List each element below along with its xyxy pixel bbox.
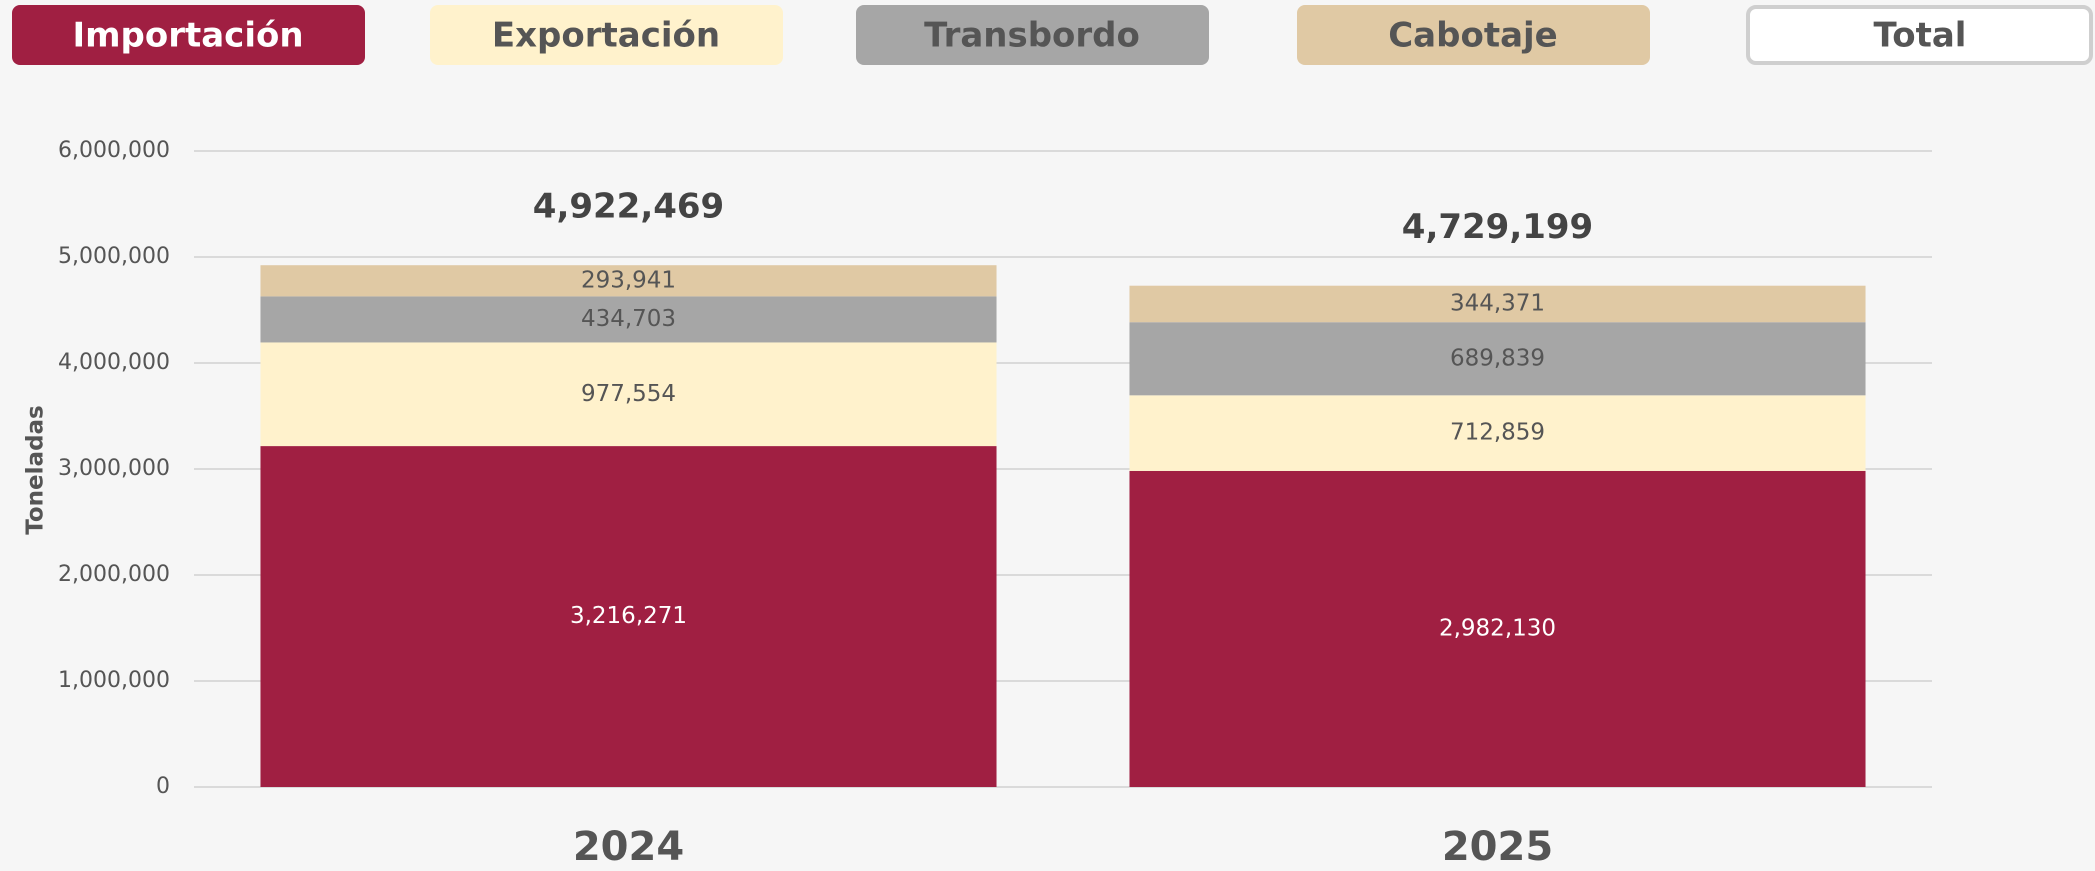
legend-button[interactable] xyxy=(12,5,365,65)
bar-segment xyxy=(1129,395,1866,471)
legend-button[interactable] xyxy=(1746,5,2093,65)
legend-button[interactable] xyxy=(856,5,1209,65)
bar-segment xyxy=(260,342,997,447)
y-tick-label: 1,000,000 xyxy=(58,668,170,693)
bar-segment xyxy=(1129,285,1866,323)
legend-label[interactable]: Exportación xyxy=(492,16,720,56)
value-label: 293,941 xyxy=(581,267,676,293)
y-tick-label: 5,000,000 xyxy=(58,244,170,269)
x-tick-label: 2025 xyxy=(1442,824,1553,870)
value-label: 977,554 xyxy=(581,381,676,407)
legend-button[interactable] xyxy=(1297,5,1650,65)
value-label: 689,839 xyxy=(1450,345,1545,371)
bar-segment xyxy=(260,446,997,787)
value-label: 3,216,271 xyxy=(570,603,687,629)
value-label: 2,982,130 xyxy=(1439,615,1556,641)
legend-label[interactable]: Total xyxy=(1874,16,1967,56)
bar-segment xyxy=(260,265,997,297)
total-label: 4,729,199 xyxy=(1402,207,1593,247)
y-axis-label: Toneladas xyxy=(23,405,49,535)
y-tick-label: 0 xyxy=(156,774,170,799)
bar-segment xyxy=(1129,322,1866,396)
y-tick-label: 3,000,000 xyxy=(58,456,170,481)
value-label: 344,371 xyxy=(1450,290,1545,316)
bar-segment xyxy=(1129,470,1866,787)
y-tick-label: 2,000,000 xyxy=(58,562,170,587)
y-tick-label: 4,000,000 xyxy=(58,350,170,375)
legend-button[interactable] xyxy=(430,5,783,65)
bar-segment xyxy=(260,296,997,343)
total-label: 4,922,469 xyxy=(533,187,724,227)
y-tick-label: 6,000,000 xyxy=(58,138,170,163)
x-tick-label: 2024 xyxy=(573,824,684,870)
legend-label[interactable]: Importación xyxy=(72,16,303,56)
value-label: 434,703 xyxy=(581,306,676,332)
value-label: 712,859 xyxy=(1450,420,1545,446)
legend-label[interactable]: Transbordo xyxy=(924,16,1140,56)
legend-label[interactable]: Cabotaje xyxy=(1388,16,1558,56)
